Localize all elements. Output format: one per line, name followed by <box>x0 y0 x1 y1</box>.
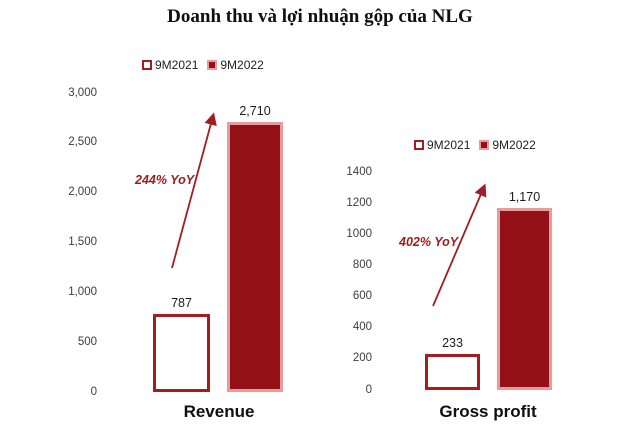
y-tick-label: 500 <box>77 335 97 348</box>
data-label-9m2022: 1,170 <box>508 189 541 204</box>
bar-9m2022-revenue <box>227 121 283 392</box>
y-tick-label: 2,000 <box>68 186 97 199</box>
legend-gross-profit: 9M2021 9M2022 <box>414 139 536 151</box>
legend-swatch-9m2022-icon <box>207 60 218 70</box>
y-tick-label: 1,500 <box>68 236 97 248</box>
legend-swatch-9m2021-icon <box>142 60 152 70</box>
legend-swatch-9m2021-icon <box>414 140 424 150</box>
gross-profit-yoy-annotation: 402% YoY <box>399 235 459 249</box>
revenue-growth-arrow-icon <box>171 112 217 269</box>
y-tick-label: 400 <box>352 321 372 334</box>
y-tick-label: 3,000 <box>68 86 97 99</box>
legend-label: 9M2021 <box>155 58 199 72</box>
y-tick-label: 1200 <box>346 196 372 209</box>
y-tick-label: 0 <box>365 383 372 396</box>
legend-revenue: 9M2021 9M2022 <box>142 59 264 71</box>
y-tick-label: 1,000 <box>68 285 97 298</box>
y-tick-label: 2,500 <box>68 136 97 149</box>
bar-9m2021-gross-profit <box>425 353 480 390</box>
revenue-yoy-annotation: 244% YoY <box>135 173 195 187</box>
bar-9m2021-revenue <box>153 313 210 392</box>
legend-swatch-9m2022-icon <box>479 140 490 150</box>
y-tick-label: 1400 <box>346 165 372 178</box>
legend-label: 9M2022 <box>220 58 264 72</box>
y-tick-label: 1000 <box>346 227 372 240</box>
legend-item-9m2022: 9M2022 <box>479 138 536 152</box>
y-tick-label: 800 <box>352 258 372 271</box>
legend-item-9m2022: 9M2022 <box>207 58 264 72</box>
bar-9m2022-gross-profit <box>497 207 552 390</box>
data-label-9m2022: 2,710 <box>239 103 271 118</box>
legend-item-9m2021: 9M2021 <box>414 139 470 151</box>
y-tick-label: 600 <box>352 290 372 303</box>
legend-item-9m2021: 9M2021 <box>142 59 198 71</box>
legend-label: 9M2022 <box>492 138 536 152</box>
y-tick-label: 200 <box>352 352 372 365</box>
revenue-category-label: Revenue <box>183 402 255 421</box>
data-label-9m2021: 233 <box>442 335 463 350</box>
gross-profit-category-label: Gross profit <box>439 402 537 421</box>
legend-label: 9M2021 <box>427 138 471 152</box>
data-label-9m2021: 787 <box>171 295 192 310</box>
chart-title: Doanh thu và lợi nhuận gộp của NLG <box>167 6 473 27</box>
y-tick-label: 0 <box>90 385 97 398</box>
